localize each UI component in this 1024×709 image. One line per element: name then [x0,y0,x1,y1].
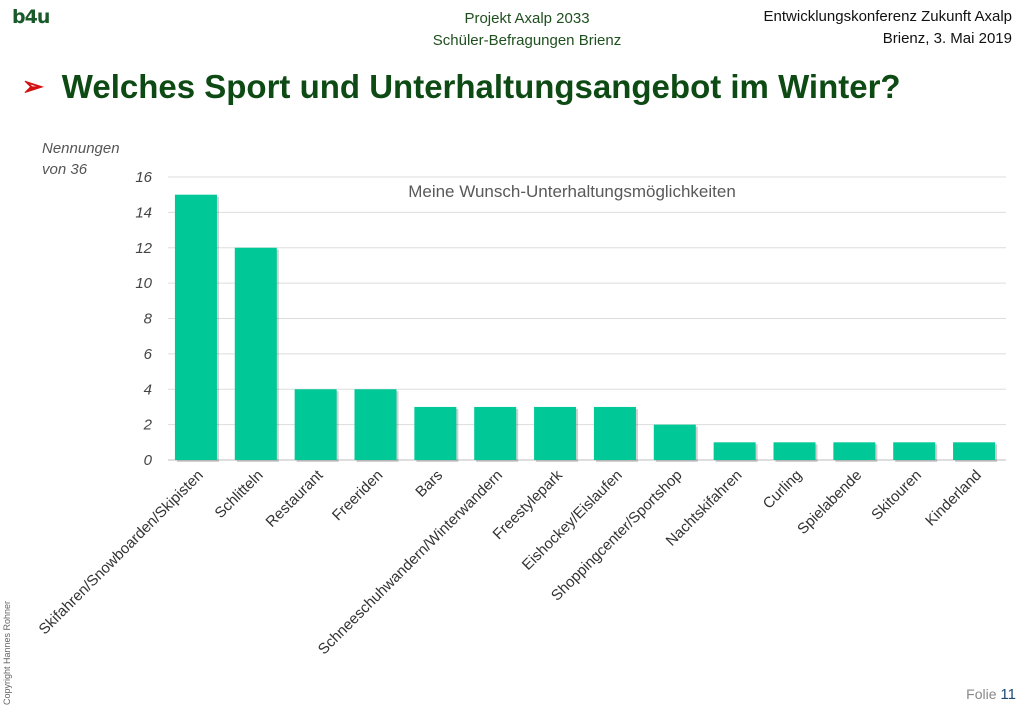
y-tick-label: 0 [144,452,153,469]
y-tick-label: 4 [144,381,152,398]
logo: b4u [12,6,50,28]
unit-label-line2: von 36 [42,161,88,178]
y-tick-label: 10 [135,275,152,292]
slide-title: ➢ Welches Sport und Unterhaltungsangebot … [22,68,901,106]
chart-title: Meine Wunsch-Unterhaltungsmöglichkeiten [408,182,736,201]
bar [893,442,936,460]
folio-number: 11 [1000,686,1016,703]
unit-label-line1: Nennungen [42,140,120,157]
bar [354,389,397,460]
y-tick-label: 12 [135,240,152,257]
x-tick-label: Schneeschuhwandern/Winterwandern [315,467,506,658]
x-tick-label: Skifahren/Snowboarden/Skipisten [36,467,207,638]
y-tick-label: 16 [135,169,152,186]
copyright-note: Copyright Hannes Rohner [2,600,12,705]
project-header: Projekt Axalp 2033 Schüler-Befragungen B… [400,8,654,52]
bar [593,406,636,460]
x-tick-label: Kinderland [922,467,985,530]
project-subtitle: Schüler-Befragungen Brienz [432,32,622,49]
conference-date: Brienz, 3. Mai 2019 [882,30,1012,47]
bar [833,442,876,460]
bar [174,194,217,460]
bar [653,424,696,460]
y-tick-label: 6 [144,346,153,363]
conference-header: Entwicklungskonferenz Zukunft Axalp Brie… [764,6,1012,50]
bar [953,442,996,460]
arrow-bullet-icon: ➢ [22,71,44,101]
bar [414,406,457,460]
x-tick-label: Restaurant [263,466,327,530]
bar [234,247,277,460]
x-tick-label: Spielabende [794,467,865,538]
x-tick-label: Freeriden [329,467,386,524]
y-tick-label: 8 [144,311,153,328]
page-number: Folie 11 [966,686,1016,703]
x-tick-label: Skitouren [868,467,925,524]
bar [294,389,337,460]
bar [534,406,577,460]
x-tick-label: Schlitteln [212,467,267,522]
x-tick-label: Bars [412,467,446,501]
x-tick-label: Curling [760,467,806,513]
conference-title: Entwicklungskonferenz Zukunft Axalp [763,8,1012,25]
bar [474,406,517,460]
x-tick-label: Eishockey/Eislaufen [519,467,626,574]
bar [713,442,756,460]
project-title: Projekt Axalp 2033 [464,10,590,27]
unit-label: Nennungen von 36 [42,138,120,180]
y-tick-label: 14 [135,204,152,221]
slide-title-text: Welches Sport und Unterhaltungsangebot i… [61,68,901,105]
bar [773,442,816,460]
folio-label: Folie [966,686,997,702]
y-tick-label: 2 [143,417,153,434]
